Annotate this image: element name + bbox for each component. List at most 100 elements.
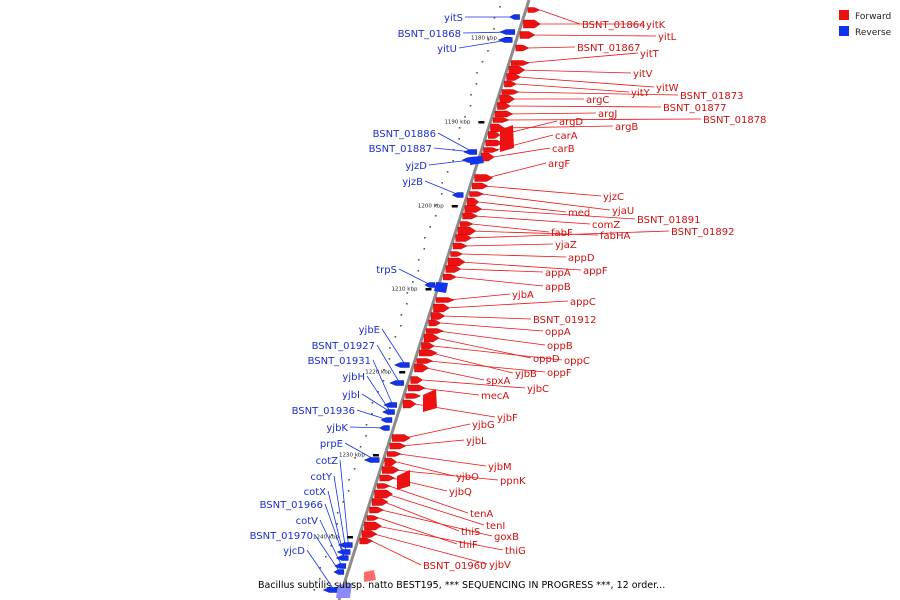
forward-gene-glyph[interactable] — [392, 434, 411, 442]
forward-gene-glyph[interactable] — [414, 363, 429, 373]
forward-gene-glyph[interactable] — [381, 466, 400, 474]
forward-gene-label[interactable]: BSNT_01877 — [663, 103, 726, 114]
reverse-gene-glyph[interactable] — [334, 563, 346, 569]
forward-gene-glyph[interactable] — [416, 358, 434, 364]
forward-gene-label[interactable]: argB — [615, 122, 638, 133]
forward-gene-glyph[interactable] — [425, 328, 444, 334]
forward-gene-label[interactable]: yjbO — [456, 472, 479, 483]
reverse-gene-glyph[interactable] — [451, 192, 464, 198]
forward-gene-label[interactable]: yjbA — [512, 290, 534, 301]
reverse-gene-glyph[interactable] — [509, 14, 520, 20]
reverse-gene-label[interactable]: yjbK — [326, 423, 348, 434]
forward-gene-label[interactable]: yjaZ — [555, 240, 577, 251]
forward-gene-label[interactable]: carA — [555, 131, 578, 142]
reverse-gene-glyph[interactable] — [335, 555, 349, 561]
forward-gene-glyph[interactable] — [419, 349, 438, 357]
forward-gene-label[interactable]: argD — [559, 117, 583, 128]
reverse-gene-glyph[interactable] — [336, 549, 351, 555]
forward-gene-label[interactable]: appC — [570, 297, 596, 308]
forward-gene-label[interactable]: yjbV — [489, 560, 511, 571]
reverse-gene-label[interactable]: BSNT_01886 — [373, 129, 436, 140]
reverse-gene-label[interactable]: cotY — [310, 472, 333, 483]
reverse-gene-glyph[interactable] — [389, 380, 404, 386]
forward-gene-glyph[interactable] — [389, 442, 407, 450]
forward-gene-glyph[interactable] — [483, 147, 500, 153]
forward-gene-glyph[interactable] — [435, 297, 455, 303]
reverse-gene-glyph[interactable] — [499, 29, 516, 35]
forward-gene-label[interactable]: yjbC — [527, 384, 549, 395]
forward-gene-label[interactable]: yjbF — [497, 413, 518, 424]
forward-gene-glyph[interactable] — [366, 515, 380, 521]
reverse-gene-glyph[interactable] — [383, 402, 397, 408]
reverse-gene-glyph[interactable] — [382, 409, 395, 415]
forward-gene-glyph[interactable] — [405, 393, 422, 399]
forward-gene-label[interactable]: fabF — [551, 228, 573, 239]
forward-gene-glyph[interactable] — [443, 273, 457, 281]
forward-gene-glyph[interactable] — [457, 226, 477, 236]
forward-gene-label[interactable]: oppB — [547, 341, 573, 352]
forward-gene-label[interactable]: BSNT_01867 — [577, 43, 640, 54]
forward-gene-glyph[interactable] — [515, 44, 530, 52]
forward-gene-label[interactable]: argF — [548, 159, 570, 170]
forward-gene-glyph[interactable] — [430, 312, 446, 320]
reverse-gene-label[interactable]: BSNT_01966 — [260, 500, 323, 511]
forward-gene-label[interactable]: comZ — [592, 220, 620, 231]
forward-gene-label[interactable]: spxA — [486, 376, 510, 387]
forward-gene-label[interactable]: yjaU — [612, 206, 634, 217]
reverse-gene-glyph[interactable] — [379, 425, 390, 431]
reverse-gene-label[interactable]: prpE — [320, 439, 343, 450]
forward-gene-label[interactable]: appA — [545, 268, 571, 279]
forward-gene-glyph[interactable] — [452, 242, 468, 250]
forward-gene-label[interactable]: mecA — [481, 391, 509, 402]
forward-gene-label[interactable]: BSNT_01891 — [637, 215, 700, 226]
reverse-gene-label[interactable]: BSNT_01887 — [369, 144, 432, 155]
forward-gene-label[interactable]: argC — [586, 95, 609, 106]
forward-gene-glyph[interactable] — [359, 537, 374, 545]
reverse-gene-label[interactable]: yjbE — [359, 325, 380, 336]
forward-gene-label[interactable]: yjbG — [472, 420, 495, 431]
reverse-gene-label[interactable]: cotV — [296, 516, 319, 527]
forward-gene-glyph[interactable] — [459, 221, 474, 227]
forward-gene-glyph[interactable] — [407, 384, 426, 392]
reverse-gene-label[interactable]: cotX — [304, 487, 327, 498]
reverse-gene-glyph[interactable] — [380, 417, 393, 423]
forward-gene-label[interactable]: yjbQ — [449, 487, 472, 498]
forward-gene-glyph[interactable] — [455, 234, 473, 242]
forward-gene-glyph[interactable] — [527, 7, 541, 13]
forward-gene-glyph[interactable] — [371, 498, 389, 506]
reverse-gene-glyph[interactable] — [363, 457, 380, 463]
reverse-gene-glyph[interactable] — [424, 282, 435, 288]
forward-gene-label[interactable]: yitK — [646, 20, 666, 31]
reverse-gene-label[interactable]: yjbH — [342, 372, 365, 383]
forward-gene-glyph[interactable] — [369, 506, 384, 514]
forward-gene-glyph[interactable] — [364, 521, 382, 531]
forward-gene-glyph[interactable] — [469, 191, 485, 197]
forward-gene-label[interactable]: yitV — [633, 69, 653, 80]
forward-gene-glyph[interactable] — [361, 530, 378, 538]
forward-gene-label[interactable]: tenI — [486, 521, 505, 532]
forward-gene-label[interactable]: BSNT_01873 — [680, 91, 743, 102]
forward-gene-label[interactable]: ppnK — [500, 476, 526, 487]
forward-gene-glyph[interactable] — [402, 399, 417, 409]
reverse-gene-label[interactable]: yjbI — [342, 390, 360, 401]
reverse-gene-glyph[interactable] — [393, 362, 410, 368]
reverse-gene-label[interactable]: BSNT_01970 — [250, 531, 313, 542]
reverse-gene-label[interactable]: yitU — [437, 44, 457, 55]
reverse-gene-glyph[interactable] — [497, 37, 513, 43]
reverse-gene-label[interactable]: trpS — [376, 265, 397, 276]
forward-gene-glyph[interactable] — [481, 152, 495, 162]
forward-gene-label[interactable]: yitT — [640, 49, 660, 60]
forward-gene-label[interactable]: yjbM — [488, 462, 512, 473]
forward-gene-glyph[interactable] — [450, 251, 464, 257]
forward-gene-label[interactable]: appD — [568, 253, 595, 264]
reverse-gene-glyph[interactable] — [337, 542, 353, 548]
forward-gene-glyph[interactable] — [410, 376, 424, 384]
forward-gene-label[interactable]: yitW — [656, 83, 679, 94]
reverse-gene-glyph[interactable] — [463, 149, 478, 155]
forward-gene-glyph[interactable] — [499, 94, 516, 104]
forward-gene-glyph[interactable] — [374, 489, 393, 499]
forward-gene-label[interactable]: oppF — [547, 368, 572, 379]
forward-gene-label[interactable]: oppA — [545, 327, 571, 338]
forward-gene-glyph[interactable] — [501, 89, 520, 95]
forward-gene-label[interactable]: thiS — [461, 527, 480, 538]
